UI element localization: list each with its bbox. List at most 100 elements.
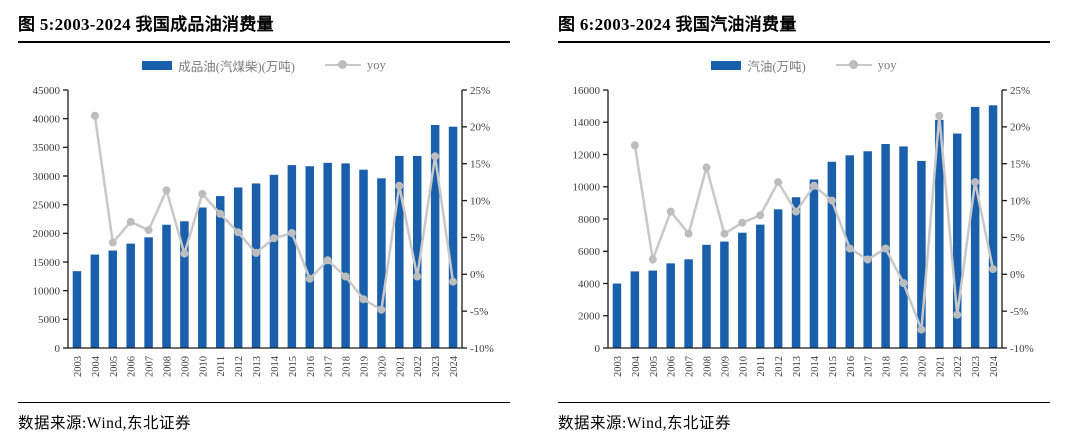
- x-tick-label: 2021: [395, 356, 406, 377]
- yoy-point: [252, 248, 260, 257]
- left-tick-label: 5000: [38, 314, 61, 326]
- x-tick-label: 2013: [252, 356, 263, 377]
- bar: [863, 151, 872, 348]
- yoy-point: [359, 295, 368, 304]
- yoy-point: [881, 244, 890, 253]
- x-tick-label: 2004: [631, 355, 642, 377]
- x-tick-label: 2013: [792, 356, 803, 377]
- bar: [738, 232, 747, 348]
- yoy-point: [270, 234, 278, 243]
- bar: [412, 155, 422, 348]
- x-tick-label: 2006: [667, 356, 678, 377]
- bar: [126, 243, 135, 348]
- yoy-point: [648, 255, 657, 264]
- bar: [612, 283, 622, 348]
- left-tick-label: 8000: [578, 214, 601, 226]
- right-tick-label: 25%: [470, 85, 490, 97]
- yoy-point: [216, 209, 225, 218]
- bar: [323, 162, 332, 348]
- bars-group: [612, 105, 998, 349]
- figure-5-bar-line-chart: 0 5000 10000 15000 20000 25000 30000 35000 40000…: [33, 85, 494, 377]
- x-tick-label: 2020: [377, 356, 388, 377]
- left-tick-label: 40000: [33, 113, 61, 125]
- yoy-point: [666, 207, 675, 216]
- bar: [791, 197, 801, 348]
- figure-6-panel: 图 6:2003-2024 我国汽油消费量 汽油(万吨) yoy 0 2000 40…: [558, 8, 1050, 433]
- bar: [702, 244, 711, 348]
- x-tick-label: 2019: [360, 356, 371, 377]
- x-tick-label: 2021: [935, 356, 946, 377]
- yoy-point: [305, 274, 314, 283]
- bar: [251, 183, 261, 348]
- yoy-line-marker-icon: [324, 60, 361, 70]
- yoy-point: [413, 272, 422, 281]
- right-tick-label: 0%: [1010, 269, 1025, 281]
- bar: [666, 263, 675, 348]
- figure-5-data-source: 数据来源:Wind,东北证券: [18, 415, 191, 432]
- yoy-point: [989, 265, 997, 274]
- bar: [233, 187, 243, 348]
- yoy-point: [702, 163, 711, 172]
- right-tick-label: 5%: [470, 232, 485, 244]
- x-tick-label: 2018: [342, 356, 353, 377]
- figure-6-source-divider: 数据来源:Wind,东北证券: [558, 402, 1050, 433]
- figure-5-panel: 图 5:2003-2024 我国成品油消费量 成品油(汽煤柴)(万吨) yoy …: [18, 8, 510, 433]
- left-tick-label: 0: [595, 343, 601, 355]
- bar: [269, 174, 279, 348]
- right-tick-label: 25%: [1010, 85, 1030, 97]
- bar: [970, 106, 980, 349]
- yoy-line-group: [630, 111, 997, 334]
- yoy-point: [792, 207, 800, 216]
- left-tick-label: 16000: [573, 85, 601, 97]
- x-tick-label: 2014: [270, 355, 281, 377]
- left-tick-label: 10000: [33, 285, 61, 297]
- yoy-line-group: [90, 111, 457, 314]
- bar: [90, 254, 100, 348]
- bar: [180, 221, 189, 348]
- yoy-point: [899, 279, 908, 288]
- bar: [108, 250, 118, 348]
- x-tick-label: 2022: [413, 356, 424, 377]
- x-tick-label: 2007: [685, 356, 696, 377]
- x-tick-label: 2008: [703, 356, 714, 377]
- yoy-line-marker-icon: [835, 60, 872, 70]
- x-tick-label: 2023: [431, 356, 442, 377]
- yoy-point: [720, 229, 729, 238]
- figure-5-source-divider: 数据来源:Wind,东北证券: [18, 402, 510, 433]
- bar: [144, 237, 153, 348]
- legend-item-bar-series: 成品油(汽煤柴)(万吨): [142, 56, 295, 75]
- bar-series-label: 汽油(万吨): [747, 59, 806, 74]
- x-tick-label: 2024: [989, 355, 1000, 377]
- figure-6-bar-line-chart: 0 2000 4000 6000 8000 10000 12000 14000 16000 -10…: [573, 85, 1034, 377]
- bar-series-swatch-icon: [142, 60, 173, 70]
- bar: [827, 161, 837, 348]
- right-tick-label: 15%: [470, 159, 490, 171]
- x-tick-label: 2017: [324, 356, 335, 377]
- bar: [215, 196, 225, 348]
- yoy-point: [395, 181, 404, 190]
- bar: [648, 270, 658, 348]
- x-tick-label: 2005: [109, 356, 120, 377]
- yoy-point: [810, 181, 818, 190]
- yoy-series-label: yoy: [366, 57, 386, 72]
- yoy-point: [377, 305, 386, 314]
- x-tick-label: 2023: [971, 356, 982, 377]
- yoy-point: [845, 244, 854, 253]
- bar: [162, 224, 171, 348]
- x-tick-label: 2020: [917, 356, 928, 377]
- bar: [287, 165, 297, 348]
- right-tick-label: 5%: [1010, 232, 1025, 244]
- left-tick-label: 15000: [33, 257, 61, 269]
- x-tick-label: 2010: [198, 356, 209, 377]
- figure-6-legend: 汽油(万吨) yoy: [558, 56, 1050, 74]
- figure-5-title: 图 5:2003-2024 我国成品油消费量: [18, 8, 510, 43]
- x-tick-label: 2003: [613, 356, 624, 377]
- right-tick-label: 20%: [1010, 122, 1030, 134]
- right-tick-label: -5%: [1010, 306, 1028, 318]
- bar: [899, 146, 908, 348]
- yoy-point: [684, 229, 693, 238]
- yoy-point: [162, 186, 171, 195]
- x-tick-label: 2014: [810, 355, 821, 377]
- figure-6-title: 图 6:2003-2024 我国汽油消费量: [558, 8, 1050, 43]
- x-tick-label: 2018: [882, 356, 893, 377]
